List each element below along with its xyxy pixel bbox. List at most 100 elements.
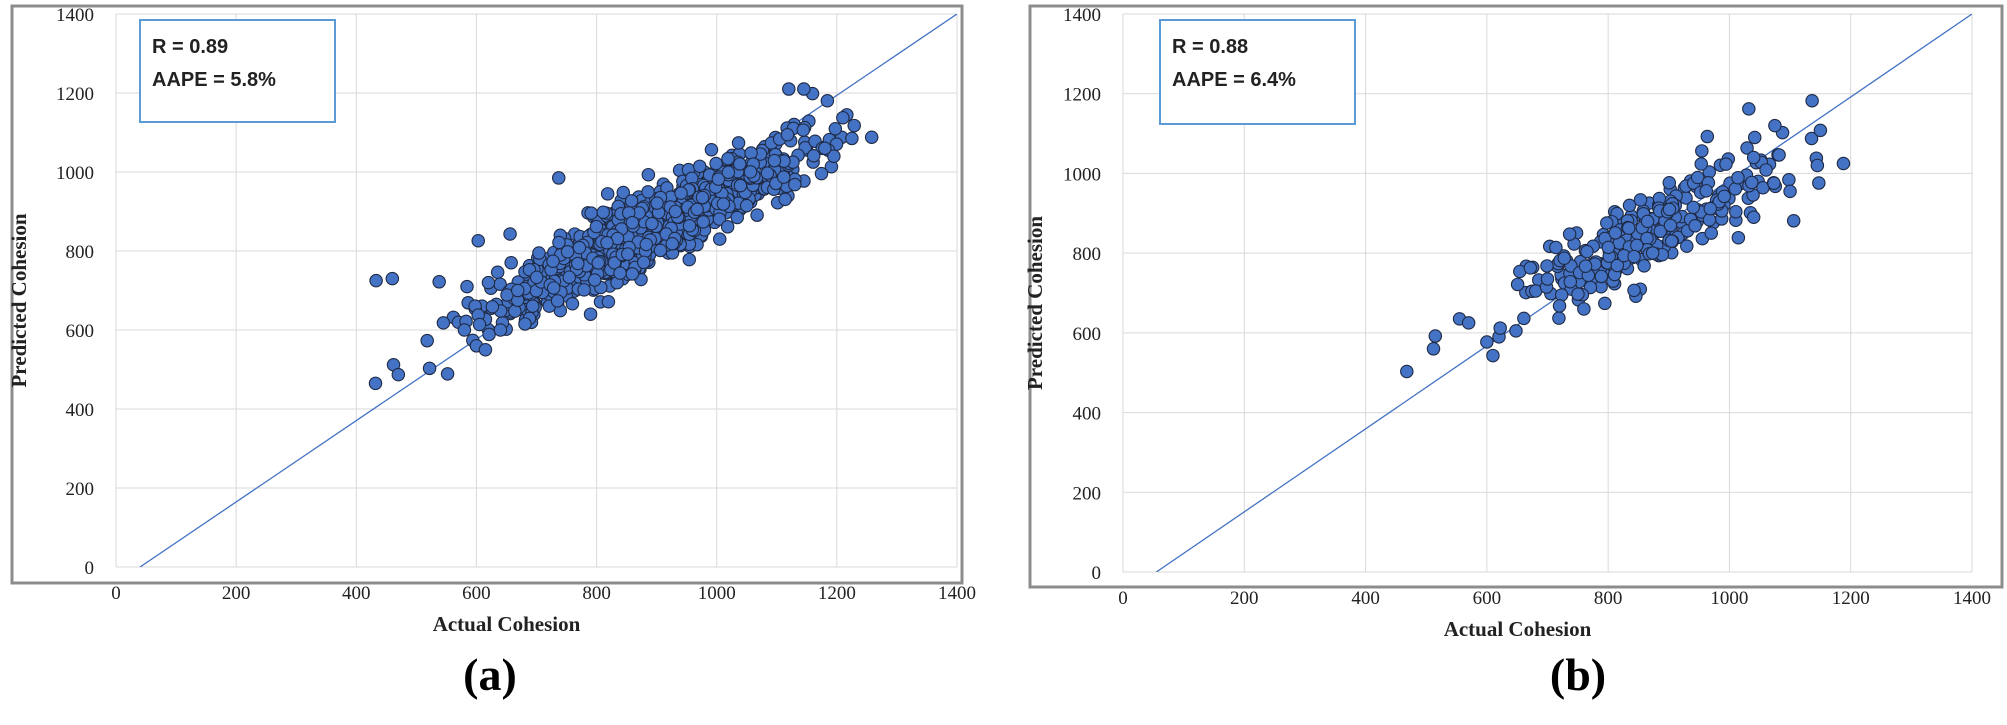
data-point xyxy=(767,153,782,168)
data-point xyxy=(460,279,474,294)
data-point xyxy=(1540,259,1554,273)
data-point xyxy=(504,255,518,270)
data-point xyxy=(422,361,437,376)
data-point xyxy=(482,327,496,342)
y-tick-label: 800 xyxy=(1073,244,1102,265)
data-point xyxy=(1552,311,1566,325)
data-point xyxy=(1549,240,1563,255)
x-tick-label: 200 xyxy=(222,583,251,604)
x-tick-label: 1200 xyxy=(818,583,856,604)
data-point xyxy=(1630,238,1644,253)
data-point xyxy=(782,82,796,96)
data-point xyxy=(368,376,383,391)
data-point xyxy=(650,196,664,210)
data-point xyxy=(1480,335,1494,349)
data-point xyxy=(1690,170,1705,185)
data-points xyxy=(1400,94,1851,379)
data-point xyxy=(721,165,736,180)
data-point xyxy=(472,317,487,332)
data-point xyxy=(1663,218,1678,233)
data-point xyxy=(478,342,493,357)
y-tick-label: 400 xyxy=(66,400,95,421)
data-point xyxy=(591,256,606,270)
data-point xyxy=(1610,258,1625,273)
x-tick-label: 800 xyxy=(1594,588,1623,609)
data-point xyxy=(1653,224,1668,239)
data-point xyxy=(1747,130,1762,145)
data-point xyxy=(1645,246,1660,260)
stats-aape-value: AAPE = 6.4% xyxy=(1172,69,1296,91)
data-point xyxy=(1703,201,1718,216)
data-point xyxy=(572,240,587,255)
data-point xyxy=(721,151,735,166)
data-point xyxy=(716,197,731,211)
data-point xyxy=(690,202,704,217)
data-point xyxy=(760,166,775,180)
data-point xyxy=(704,142,719,157)
data-point xyxy=(645,216,659,231)
data-point xyxy=(546,254,560,268)
data-point xyxy=(780,127,795,142)
stats-box xyxy=(139,19,336,123)
data-point xyxy=(1767,176,1781,190)
data-point xyxy=(1557,251,1571,265)
y-tick-label: 400 xyxy=(1073,404,1102,425)
data-point xyxy=(1578,259,1593,273)
y-tick-label: 1200 xyxy=(1063,85,1101,106)
data-point xyxy=(820,93,835,108)
y-tick-label: 800 xyxy=(66,242,95,263)
data-point xyxy=(621,247,635,261)
y-axis-title: Predicted Cohesion xyxy=(1023,216,1047,390)
data-point xyxy=(550,294,565,308)
data-point xyxy=(1493,321,1507,335)
data-point xyxy=(776,170,791,184)
data-point xyxy=(1571,287,1585,301)
data-point xyxy=(732,157,747,171)
data-point xyxy=(1621,221,1636,235)
data-point xyxy=(1717,189,1731,204)
data-point xyxy=(1813,123,1828,138)
data-point xyxy=(818,141,832,156)
data-point xyxy=(490,265,505,279)
data-point xyxy=(1746,210,1761,225)
data-point xyxy=(503,227,517,241)
data-point xyxy=(1461,316,1476,330)
data-point xyxy=(457,323,472,337)
data-point xyxy=(518,317,532,331)
y-tick-label: 1000 xyxy=(1063,164,1101,185)
data-point xyxy=(625,215,640,230)
chart-panel-a: 0 200 400 600 800 1000 1200 1400 0 200 400 600 800 10… xyxy=(7,4,976,636)
y-tick-label: 200 xyxy=(1073,483,1102,504)
data-point xyxy=(546,281,561,295)
data-point xyxy=(613,266,627,280)
data-point xyxy=(1694,157,1708,171)
data-point xyxy=(828,122,843,136)
data-point xyxy=(712,212,727,226)
data-point xyxy=(560,245,575,259)
data-point xyxy=(532,246,546,260)
data-point xyxy=(1509,324,1523,338)
data-point xyxy=(637,255,651,270)
data-point xyxy=(1662,202,1677,217)
data-point xyxy=(1772,148,1786,162)
data-point xyxy=(1768,118,1782,133)
data-point xyxy=(668,204,683,219)
data-point xyxy=(1699,184,1714,198)
x-tick-label: 200 xyxy=(1230,588,1259,609)
y-tick-label: 1400 xyxy=(56,5,94,26)
data-point xyxy=(864,130,879,144)
y-tick-label: 0 xyxy=(85,558,95,579)
data-point xyxy=(440,367,455,381)
data-point xyxy=(1729,204,1743,219)
data-point xyxy=(1759,163,1773,177)
data-point xyxy=(1731,170,1745,185)
data-point xyxy=(1695,144,1709,158)
data-point xyxy=(1540,272,1555,286)
data-point xyxy=(806,149,821,163)
y-tick-label: 600 xyxy=(66,321,95,342)
data-point xyxy=(1608,226,1623,240)
x-tick-label: 0 xyxy=(1118,588,1128,609)
data-point xyxy=(583,307,598,321)
data-point xyxy=(847,118,861,133)
